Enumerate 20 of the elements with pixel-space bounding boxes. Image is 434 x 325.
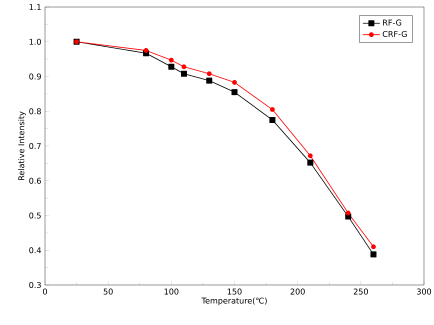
y-tick-label: 0.9 [29,73,41,80]
x-tick-label: 200 [290,288,305,295]
y-tick-label: 0.7 [29,142,41,150]
y-axis-title: Relative Intensity [18,111,26,180]
y-tick-label: 0.5 [29,212,41,219]
legend-label: CRF-G [382,30,407,38]
x-tick-label: 250 [354,288,368,295]
x-tick-label: 50 [104,288,113,295]
y-tick-label: 1.0 [30,38,41,45]
y-tick-label: 0.4 [29,247,42,254]
x-axis-title: Temperature(℃) [202,297,267,306]
y-tick-label: 1.1 [30,4,41,10]
y-tick-label: 0.3 [29,282,41,288]
x-tick-label: 0 [42,288,48,295]
x-tick-label: 150 [228,288,242,295]
x-tick-label: 300 [416,288,432,295]
x-tick-label: 100 [164,288,178,295]
y-tick-label: 0.8 [29,108,41,114]
y-tick-label: 0.6 [29,178,41,184]
legend-label: RF-G [383,20,402,26]
